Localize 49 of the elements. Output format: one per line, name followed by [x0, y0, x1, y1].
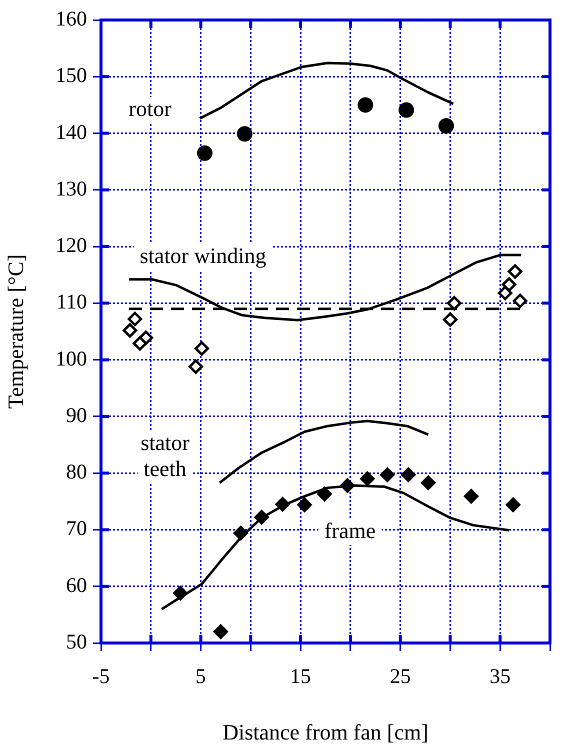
annotation: rotor	[128, 96, 172, 121]
point	[317, 486, 332, 502]
point	[442, 312, 458, 327]
point	[236, 126, 252, 142]
y-axis-title: Temperature [°C]	[2, 254, 28, 409]
point	[360, 472, 375, 486]
point	[194, 341, 210, 356]
x-tick-label: 15	[290, 664, 312, 688]
x-tick-label: -5	[92, 664, 110, 688]
point	[464, 489, 478, 504]
point	[188, 359, 204, 374]
y-tick-label: 50	[66, 630, 87, 654]
point	[508, 264, 522, 279]
point	[512, 294, 528, 308]
y-tick-label: 60	[66, 572, 87, 597]
point	[128, 312, 142, 326]
y-tick-label: 140	[56, 120, 87, 144]
point	[358, 97, 374, 113]
point	[421, 475, 436, 490]
y-tick-label: 160	[56, 6, 87, 31]
point	[446, 296, 462, 310]
point	[132, 336, 148, 351]
point	[197, 145, 213, 161]
x-axis-title: Distance from fan [cm]	[222, 720, 428, 745]
x-tick-label: 35	[490, 664, 511, 688]
y-tick-label: 150	[56, 63, 87, 88]
point	[438, 118, 454, 134]
x-tick-label: 5	[196, 664, 206, 688]
y-tick-label: 130	[56, 176, 87, 200]
point	[506, 498, 520, 512]
annotation: frame	[324, 518, 376, 543]
y-tick-label: 90	[66, 402, 87, 427]
point	[122, 323, 138, 338]
point	[297, 498, 312, 512]
annotation: stator	[140, 430, 190, 455]
y-tick-label: 70	[66, 516, 87, 540]
y-tick-label: 120	[56, 233, 87, 258]
annotation: teeth	[144, 456, 186, 481]
y-tick-label: 100	[56, 346, 87, 370]
point	[380, 468, 395, 482]
point	[401, 468, 416, 482]
point	[398, 102, 414, 118]
point	[502, 277, 516, 292]
y-tick-label: 80	[66, 460, 87, 484]
point	[213, 624, 228, 639]
annotation: stator winding	[140, 242, 266, 268]
x-tick-label: 25	[390, 664, 411, 688]
point	[498, 286, 512, 300]
y-tick-label: 110	[56, 290, 87, 314]
